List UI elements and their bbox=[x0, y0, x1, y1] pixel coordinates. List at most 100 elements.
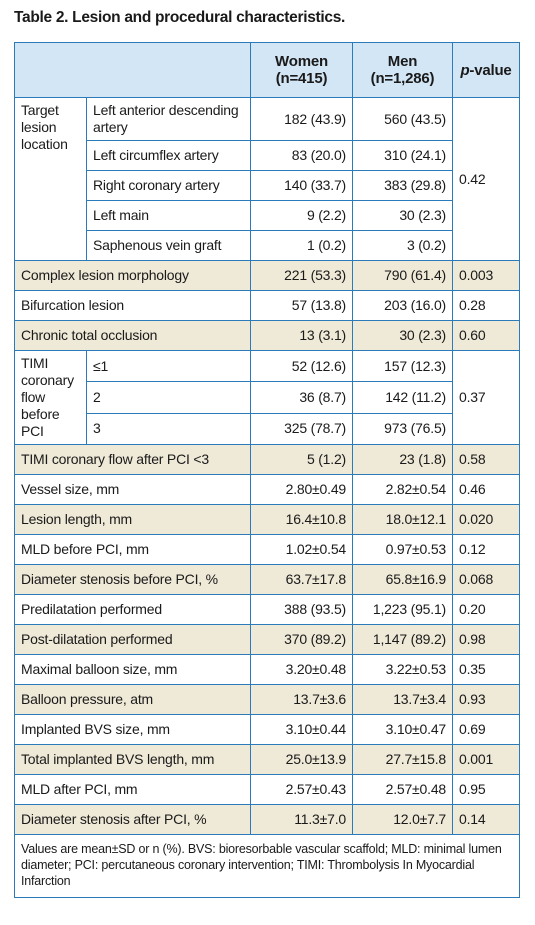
p-value: 0.020 bbox=[452, 504, 520, 535]
row-label: Balloon pressure, atm bbox=[14, 684, 251, 715]
header-cell: Women (n=415) bbox=[250, 42, 353, 98]
men-value: 560 (43.5) bbox=[352, 97, 453, 141]
table-row: MLD before PCI, mm 1.02±0.54 0.97±0.53 0.12 bbox=[14, 534, 520, 565]
p-value: 0.95 bbox=[452, 774, 520, 805]
table-row: TIMI coronary flow before PCI ≤1 52 (12.6)… bbox=[14, 349, 520, 445]
row-label: Left circumflex artery bbox=[86, 140, 251, 171]
table-row: Implanted BVS size, mm 3.10±0.44 3.10±0.47… bbox=[14, 714, 520, 745]
table-row: Chronic total occlusion 13 (3.1) 30 (2.3) 0… bbox=[14, 320, 520, 351]
row-label: TIMI coronary flow after PCI <3 bbox=[14, 444, 251, 475]
table-row: Complex lesion morphology 221 (53.3) 790 (… bbox=[14, 260, 520, 291]
header-cell bbox=[14, 42, 251, 98]
row-label: 2 bbox=[86, 381, 251, 414]
men-value: 27.7±15.8 bbox=[352, 744, 453, 775]
women-value: 5 (1.2) bbox=[250, 444, 353, 475]
p-value: 0.69 bbox=[452, 714, 520, 745]
table-row: Total implanted BVS length, mm 25.0±13.9 2… bbox=[14, 744, 520, 775]
row-label: Lesion length, mm bbox=[14, 504, 251, 535]
women-value: 2.57±0.43 bbox=[250, 774, 353, 805]
p-value: 0.98 bbox=[452, 624, 520, 655]
group-label: TIMI coronary flow before PCI bbox=[14, 350, 87, 445]
men-value: 1,147 (89.2) bbox=[352, 624, 453, 655]
row-label: Diameter stenosis after PCI, % bbox=[14, 804, 251, 835]
p-value: 0.37 bbox=[452, 350, 520, 445]
table-row: TIMI coronary flow after PCI <3 5 (1.2) 23… bbox=[14, 444, 520, 475]
header-cell: Men (n=1,286) bbox=[352, 42, 453, 98]
row-label: Complex lesion morphology bbox=[14, 260, 251, 291]
table-row: Vessel size, mm 2.80±0.49 2.82±0.54 0.46 bbox=[14, 474, 520, 505]
table-body: Target lesion location Left anterior desc… bbox=[14, 97, 520, 898]
header-row: Women (n=415) Men (n=1,286) p-value bbox=[14, 42, 520, 98]
row-label: Post-dilatation performed bbox=[14, 624, 251, 655]
row-label: Left main bbox=[86, 200, 251, 231]
table-row: Left main 9 (2.2) 30 (2.3) bbox=[15, 200, 520, 231]
p-value: 0.28 bbox=[452, 290, 520, 321]
row-label: Bifurcation lesion bbox=[14, 290, 251, 321]
table-row: Predilatation performed 388 (93.5) 1,223 (… bbox=[14, 594, 520, 625]
row-label: MLD before PCI, mm bbox=[14, 534, 251, 565]
women-value: 25.0±13.9 bbox=[250, 744, 353, 775]
women-value: 3.20±0.48 bbox=[250, 654, 353, 685]
table-row: Target lesion location Left anterior desc… bbox=[14, 97, 520, 261]
footnote: Values are mean±SD or n (%). BVS: biores… bbox=[14, 834, 520, 898]
row-label: Predilatation performed bbox=[14, 594, 251, 625]
p-value: 0.003 bbox=[452, 260, 520, 291]
table-row: Diameter stenosis after PCI, % 11.3±7.0 12… bbox=[14, 804, 520, 835]
p-value: 0.58 bbox=[452, 444, 520, 475]
row-label: Vessel size, mm bbox=[14, 474, 251, 505]
men-value: 18.0±12.1 bbox=[352, 504, 453, 535]
women-value: 83 (20.0) bbox=[250, 140, 353, 171]
table-title: Table 2. Lesion and procedural character… bbox=[14, 9, 346, 26]
table-row: Lesion length, mm 16.4±10.8 18.0±12.1 0.020 bbox=[14, 504, 520, 535]
row-label: 3 bbox=[86, 412, 251, 446]
row-label: Right coronary artery bbox=[86, 170, 251, 201]
p-value: 0.068 bbox=[452, 564, 520, 595]
p-value: 0.12 bbox=[452, 534, 520, 565]
table-row: Post-dilatation performed 370 (89.2) 1,147… bbox=[14, 624, 520, 655]
women-value: 221 (53.3) bbox=[250, 260, 353, 291]
women-value: 370 (89.2) bbox=[250, 624, 353, 655]
row-label: Saphenous vein graft bbox=[86, 230, 251, 261]
table-row: Balloon pressure, atm 13.7±3.6 13.7±3.4 0.9… bbox=[14, 684, 520, 715]
p-value: 0.93 bbox=[452, 684, 520, 715]
women-value: 9 (2.2) bbox=[250, 200, 353, 231]
men-value: 310 (24.1) bbox=[352, 140, 453, 171]
p-value: 0.001 bbox=[452, 744, 520, 775]
table-row: Diameter stenosis before PCI, % 63.7±17.8… bbox=[14, 564, 520, 595]
women-value: 388 (93.5) bbox=[250, 594, 353, 625]
p-value: 0.35 bbox=[452, 654, 520, 685]
women-value: 13.7±3.6 bbox=[250, 684, 353, 715]
table-row: Bifurcation lesion 57 (13.8) 203 (16.0) 0.2… bbox=[14, 290, 520, 321]
men-value: 0.97±0.53 bbox=[352, 534, 453, 565]
table-row: 3 325 (78.7) 973 (76.5) bbox=[15, 412, 520, 446]
men-value: 142 (11.2) bbox=[352, 381, 453, 414]
table-row: Left circumflex artery 83 (20.0) 310 (24.1… bbox=[15, 140, 520, 171]
table-row: Maximal balloon size, mm 3.20±0.48 3.22±0.… bbox=[14, 654, 520, 685]
p-value: 0.46 bbox=[452, 474, 520, 505]
men-value: 1,223 (95.1) bbox=[352, 594, 453, 625]
women-value: 1 (0.2) bbox=[250, 230, 353, 261]
women-value: 52 (12.6) bbox=[250, 349, 353, 383]
men-value: 2.57±0.48 bbox=[352, 774, 453, 805]
men-value: 2.82±0.54 bbox=[352, 474, 453, 505]
p-value: 0.60 bbox=[452, 320, 520, 351]
p-value: 0.14 bbox=[452, 804, 520, 835]
men-value: 973 (76.5) bbox=[352, 412, 453, 446]
women-value: 3.10±0.44 bbox=[250, 714, 353, 745]
row-label: Diameter stenosis before PCI, % bbox=[14, 564, 251, 595]
women-value: 57 (13.8) bbox=[250, 290, 353, 321]
men-value: 383 (29.8) bbox=[352, 170, 453, 201]
men-value: 203 (16.0) bbox=[352, 290, 453, 321]
men-value: 3.22±0.53 bbox=[352, 654, 453, 685]
row-label: Chronic total occlusion bbox=[14, 320, 251, 351]
header-cell: p-value bbox=[452, 42, 520, 98]
p-value: 0.42 bbox=[452, 97, 520, 261]
men-value: 3 (0.2) bbox=[352, 230, 453, 261]
women-value: 182 (43.9) bbox=[250, 97, 353, 141]
table-header: Women (n=415) Men (n=1,286) p-value bbox=[14, 42, 520, 98]
women-value: 63.7±17.8 bbox=[250, 564, 353, 595]
footnote-row: Values are mean±SD or n (%). BVS: biores… bbox=[14, 834, 520, 898]
women-value: 2.80±0.49 bbox=[250, 474, 353, 505]
